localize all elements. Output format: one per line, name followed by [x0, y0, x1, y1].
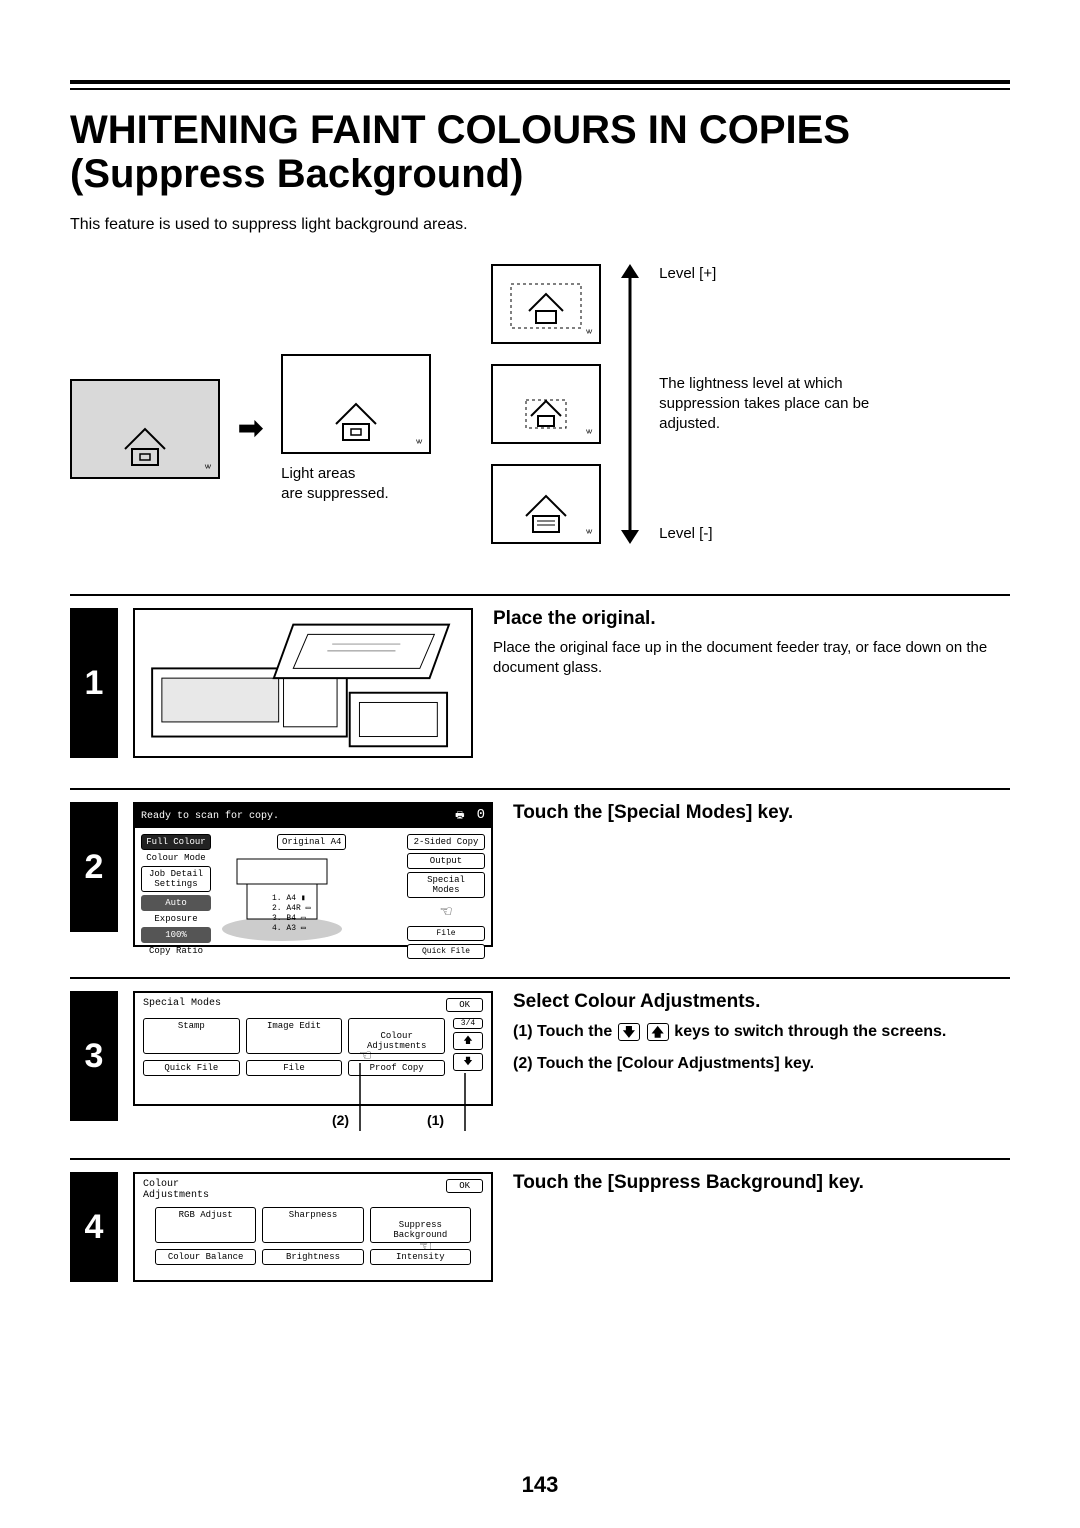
- step-number: 1: [70, 608, 118, 758]
- step-3: 3 Special Modes OK Stamp Image Edit Colo…: [70, 977, 1010, 1128]
- rgb-adjust-button[interactable]: RGB Adjust: [155, 1207, 256, 1243]
- level-box-top: ᵥᵥ: [491, 264, 601, 344]
- intro-text: This feature is used to suppress light b…: [70, 216, 1010, 234]
- copy-icon: 🖶: [455, 811, 464, 822]
- arrow-right-icon: ➡: [238, 411, 263, 446]
- colour-mode-label: Colour Mode: [141, 853, 211, 863]
- sharpness-button[interactable]: Sharpness: [262, 1207, 363, 1243]
- after-box: ᵥᵥ: [281, 354, 431, 454]
- stamp-button[interactable]: Stamp: [143, 1018, 240, 1054]
- ok-button[interactable]: OK: [446, 998, 483, 1012]
- size-a4: 1. A4 ▮: [272, 894, 310, 904]
- step-2: 2 Ready to scan for copy. 🖶 0 Full Colou…: [70, 788, 1010, 947]
- grass-icon: ᵥᵥ: [205, 459, 210, 471]
- down-key-icon: 🡇: [618, 1023, 640, 1041]
- light-areas-caption: Light areas are suppressed.: [281, 464, 389, 503]
- callout-1: (1): [427, 1112, 444, 1128]
- copy-ratio-label: Copy Ratio: [141, 946, 211, 956]
- auto-button[interactable]: Auto: [141, 895, 211, 911]
- scroll-down-button[interactable]: 🡇: [453, 1053, 483, 1071]
- step-1: 1 Place the original. Place the original…: [70, 594, 1010, 758]
- special-modes-title: Special Modes: [143, 998, 221, 1012]
- full-colour-button[interactable]: Full Colour: [141, 834, 211, 850]
- image-edit-button[interactable]: Image Edit: [246, 1018, 343, 1054]
- step3-sub2: (2) Touch the [Colour Adjustments] key.: [513, 1053, 1010, 1075]
- special-modes-button[interactable]: Special Modes: [407, 872, 485, 898]
- status-text: Ready to scan for copy.: [141, 811, 279, 822]
- step4-heading: Touch the [Suppress Background] key.: [513, 1172, 1010, 1194]
- quick-file-button[interactable]: Quick File: [143, 1060, 240, 1076]
- grass-icon: ᵥᵥ: [586, 424, 591, 436]
- brightness-button[interactable]: Brightness: [262, 1249, 363, 1265]
- file-button[interactable]: File: [246, 1060, 343, 1076]
- level-box-mid: ᵥᵥ: [491, 364, 601, 444]
- size-a3: 4. A3 ▭: [272, 924, 310, 934]
- size-a4r: 2. A4R ▭: [272, 904, 310, 914]
- step3-sub1: (1) Touch the 🡇 🡅 keys to switch through…: [513, 1021, 1010, 1043]
- original-button[interactable]: Original A4: [277, 834, 346, 850]
- grass-icon: ᵥᵥ: [416, 434, 421, 446]
- step2-screen: Ready to scan for copy. 🖶 0 Full Colour …: [133, 802, 493, 947]
- exposure-label: Exposure: [141, 914, 211, 924]
- job-detail-button[interactable]: Job Detail Settings: [141, 866, 211, 892]
- step4-screen: Colour Adjustments OK RGB Adjust Sharpne…: [133, 1172, 493, 1282]
- colour-adj-title: Colour Adjustments: [143, 1179, 209, 1201]
- count: 0: [477, 807, 485, 823]
- output-button[interactable]: Output: [407, 853, 485, 869]
- step3-screen: Special Modes OK Stamp Image Edit Colour…: [133, 991, 493, 1106]
- step3-heading: Select Colour Adjustments.: [513, 991, 1010, 1013]
- level-plus-label: Level [+]: [659, 264, 879, 284]
- pointer-hand-icon: ☜: [420, 1236, 431, 1258]
- step-number: 3: [70, 991, 118, 1121]
- size-b4: 3. B4 ▭: [272, 914, 310, 924]
- pointer-hand-icon: ☜: [407, 901, 485, 923]
- colour-balance-button[interactable]: Colour Balance: [155, 1249, 256, 1265]
- title-line2: (Suppress Background): [70, 152, 523, 196]
- grass-icon: ᵥᵥ: [586, 324, 591, 336]
- step1-illustration: [133, 608, 473, 758]
- step1-heading: Place the original.: [493, 608, 1010, 630]
- before-box: ᵥᵥ: [70, 379, 220, 479]
- ratio-button[interactable]: 100%: [141, 927, 211, 943]
- double-arrow-icon: [621, 264, 639, 544]
- grass-icon: ᵥᵥ: [586, 524, 591, 536]
- file-button[interactable]: File: [407, 926, 485, 941]
- step-4: 4 Colour Adjustments OK RGB Adjust Sharp…: [70, 1158, 1010, 1282]
- callout-2: (2): [332, 1112, 349, 1128]
- pointer-hand-icon: ☜: [360, 1045, 371, 1067]
- title-line1: WHITENING FAINT COLOURS IN COPIES: [70, 108, 850, 152]
- page-number: 143: [0, 1472, 1080, 1498]
- page-indicator: 3/4: [453, 1018, 483, 1029]
- concept-diagram: ᵥᵥ ➡ ᵥᵥ Light areas are suppressed. ᵥᵥ ᵥ…: [70, 264, 1010, 544]
- page-title: WHITENING FAINT COLOURS IN COPIES (Suppr…: [70, 108, 1010, 196]
- adjust-text: The lightness level at which suppression…: [659, 374, 879, 435]
- scroll-up-button[interactable]: 🡅: [453, 1032, 483, 1050]
- level-minus-label: Level [-]: [659, 524, 879, 544]
- step-number: 4: [70, 1172, 118, 1282]
- quick-file-button[interactable]: Quick File: [407, 944, 485, 959]
- level-box-bottom: ᵥᵥ: [491, 464, 601, 544]
- step2-heading: Touch the [Special Modes] key.: [513, 802, 1010, 824]
- ok-button[interactable]: OK: [446, 1179, 483, 1193]
- step1-body: Place the original face up in the docume…: [493, 638, 1010, 679]
- up-key-icon: 🡅: [647, 1023, 669, 1041]
- step-number: 2: [70, 802, 118, 932]
- two-sided-button[interactable]: 2-Sided Copy: [407, 834, 485, 850]
- top-rule: [70, 80, 1010, 90]
